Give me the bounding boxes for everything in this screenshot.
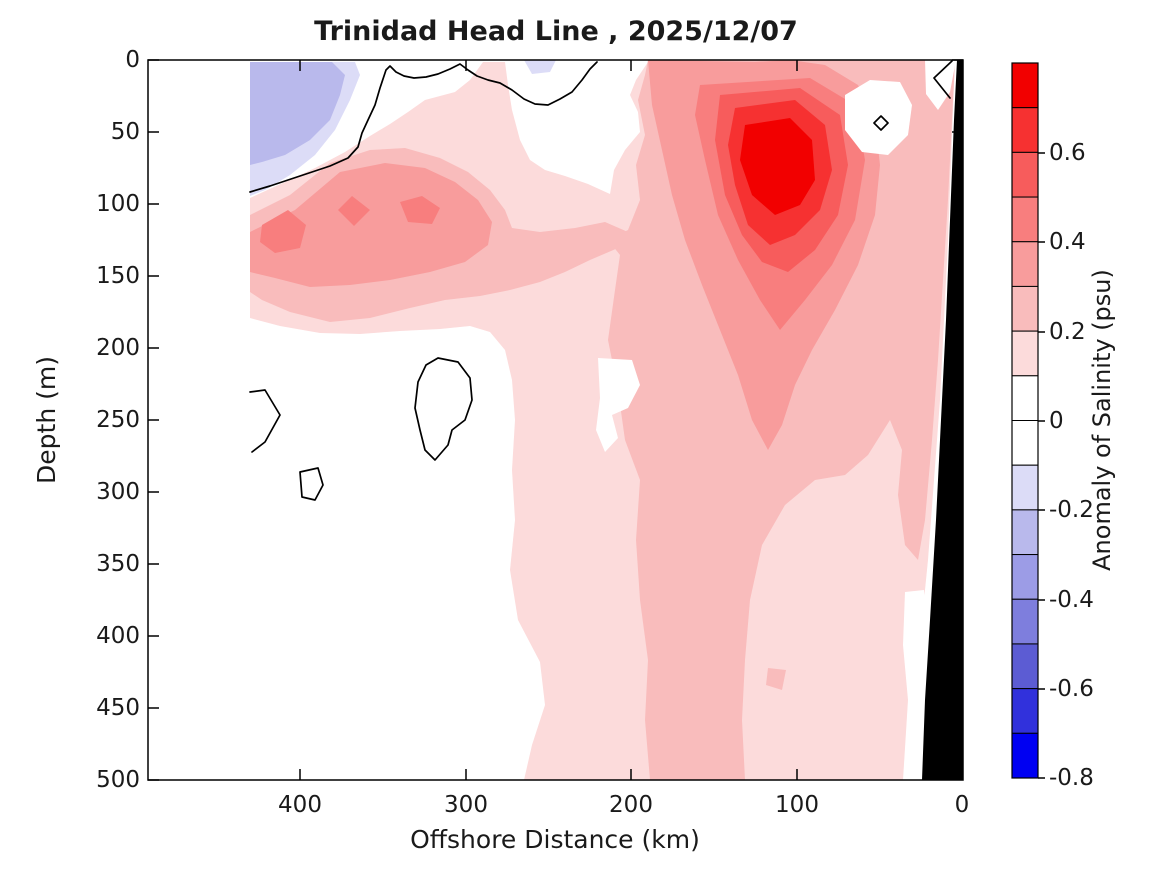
y-axis-label: Depth (m) — [32, 356, 61, 484]
colorbar-segment — [1011, 375, 1039, 421]
y-tick-label: 100 — [96, 191, 140, 217]
colorbar-segment — [1011, 196, 1039, 243]
contour-fill-band-core-a — [260, 210, 306, 253]
y-tick-label: 50 — [111, 119, 140, 145]
colorbar-tick-label: 0.2 — [1049, 319, 1086, 345]
y-tick-label: 0 — [125, 47, 140, 73]
colorbar-tick-label: 0 — [1049, 408, 1064, 434]
colorbar-segment — [1011, 554, 1039, 600]
x-axis-label: Offshore Distance (km) — [410, 825, 700, 854]
y-axis-ticks — [148, 59, 963, 781]
chart-title: Trinidad Head Line , 2025/12/07 — [314, 16, 798, 47]
colorbar-tick-labels: 0.6 0.4 0.2 0 -0.2 -0.4 -0.6 -0.8 — [1049, 140, 1094, 791]
colorbar-axis-label: Anomaly of Salinity (psu) — [1088, 269, 1116, 571]
zero-contour-main — [249, 61, 598, 193]
zero-contour-loop — [414, 357, 473, 461]
contour-fill-band-0.3-0.4 — [250, 163, 492, 287]
colorbar-segment — [1011, 241, 1039, 287]
colorbar-segment — [1011, 464, 1039, 511]
colorbar-segment — [1011, 732, 1039, 779]
colorbar-segment — [1011, 420, 1039, 466]
contour-fill-white-mid — [596, 358, 640, 452]
x-tick-label: 0 — [955, 792, 970, 818]
colorbar-segment — [1011, 688, 1039, 734]
y-tick-label: 300 — [96, 479, 140, 505]
y-tick-label: 250 — [96, 407, 140, 433]
colorbar-segment — [1011, 598, 1039, 645]
zero-contour-pentagon — [299, 467, 324, 501]
zero-contour-corner — [933, 60, 953, 99]
seafloor-mask — [922, 60, 963, 780]
colorbar-tick-label: 0.4 — [1049, 229, 1086, 255]
colorbar-tick-label: -0.6 — [1049, 676, 1094, 702]
y-tick-label: 200 — [96, 335, 140, 361]
colorbar-segments — [1011, 62, 1039, 779]
zero-contour-lines — [249, 60, 953, 501]
colorbar-segment — [1011, 643, 1039, 690]
x-tick-label: 300 — [444, 792, 488, 818]
colorbar-segment — [1011, 107, 1039, 153]
x-tick-label: 200 — [609, 792, 653, 818]
contour-fill-neg-core — [250, 62, 345, 165]
y-tick-label: 450 — [96, 695, 140, 721]
y-tick-label: 150 — [96, 263, 140, 289]
colorbar-segment — [1011, 330, 1039, 377]
y-tick-label: 400 — [96, 623, 140, 649]
contour-fills — [249, 60, 963, 780]
x-axis-ticks — [299, 60, 963, 780]
y-tick-label: 350 — [96, 551, 140, 577]
colorbar-tick-label: -0.4 — [1049, 587, 1094, 613]
axes — [147, 59, 964, 781]
x-tick-label: 100 — [775, 792, 819, 818]
colorbar-segment — [1011, 509, 1039, 556]
colorbar-tick-label: 0.6 — [1049, 140, 1086, 166]
colorbar-tick-label: -0.8 — [1049, 765, 1094, 791]
contour-fill-blob-core-0.7-0.8 — [740, 118, 815, 215]
y-axis-tick-labels: 0 50 100 150 200 250 300 350 400 450 500 — [96, 47, 140, 793]
colorbar: 0.6 0.4 0.2 0 -0.2 -0.4 -0.6 -0.8 Anomal… — [1011, 62, 1116, 791]
zero-contour-chevron — [249, 389, 281, 453]
contour-fill-band-core-b — [338, 196, 370, 226]
colorbar-segment — [1011, 285, 1039, 332]
colorbar-segment — [1011, 62, 1039, 109]
y-tick-label: 500 — [96, 767, 140, 793]
contour-fill-neg-wisp — [524, 60, 556, 74]
colorbar-segment — [1011, 151, 1039, 198]
x-tick-label: 400 — [278, 792, 322, 818]
colorbar-ticks — [1038, 152, 1045, 779]
contour-fill-spot-0.2-0.3 — [766, 668, 786, 690]
colorbar-tick-label: -0.2 — [1049, 497, 1094, 523]
zero-contour-diamond — [873, 115, 889, 131]
x-axis-tick-labels: 400 300 200 100 0 — [278, 792, 969, 818]
contour-fill-band-core-c — [400, 196, 440, 224]
